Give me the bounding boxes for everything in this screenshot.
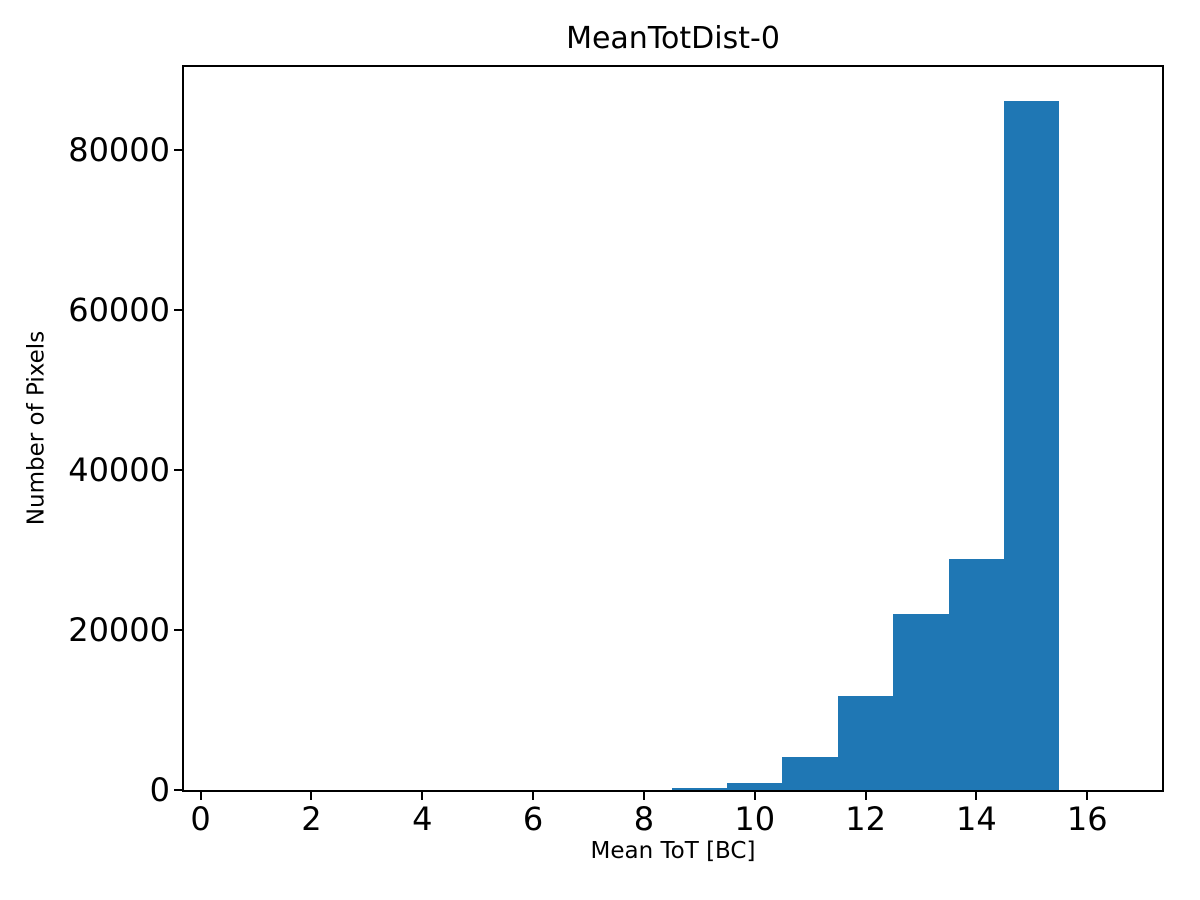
histogram-bar xyxy=(1004,101,1060,790)
x-tick-mark xyxy=(1086,792,1089,800)
histogram-bar xyxy=(727,782,783,790)
x-tick-mark xyxy=(532,792,535,800)
histogram-bar xyxy=(893,613,949,790)
x-tick-label: 0 xyxy=(190,800,211,838)
y-tick-mark xyxy=(174,308,182,311)
x-tick-mark xyxy=(642,792,645,800)
y-tick-label: 80000 xyxy=(68,130,170,169)
y-tick-mark xyxy=(174,789,182,791)
histogram-bar xyxy=(948,559,1005,790)
x-tick-mark xyxy=(310,792,313,800)
y-tick-mark xyxy=(174,628,182,631)
x-tick-label: 10 xyxy=(734,800,776,838)
histogram-bar xyxy=(671,788,727,790)
x-tick-label: 6 xyxy=(522,800,544,838)
y-tick-label: 0 xyxy=(149,771,170,809)
x-tick-label: 14 xyxy=(956,800,997,838)
y-tick-label: 20000 xyxy=(68,610,170,649)
plot-area xyxy=(182,65,1164,792)
x-tick-label: 8 xyxy=(633,800,655,838)
x-tick-mark xyxy=(864,792,867,800)
y-axis-label: Number of Pixels xyxy=(23,330,50,526)
y-tick-mark xyxy=(174,148,182,151)
x-tick-mark xyxy=(975,792,978,800)
x-axis-label: Mean ToT [BC] xyxy=(590,838,756,864)
x-tick-label: 2 xyxy=(301,800,322,838)
x-tick-label: 12 xyxy=(845,800,886,838)
histogram-bar xyxy=(782,757,838,790)
x-tick-label: 16 xyxy=(1066,800,1108,838)
y-tick-mark xyxy=(174,468,182,471)
x-tick-mark xyxy=(753,792,756,800)
chart-title: MeanTotDist-0 xyxy=(566,21,780,56)
x-tick-label: 4 xyxy=(412,800,433,838)
x-tick-mark xyxy=(421,792,424,800)
bars-layer xyxy=(184,67,1162,790)
y-tick-label: 40000 xyxy=(68,450,170,489)
y-tick-label: 60000 xyxy=(68,290,170,329)
histogram-bar xyxy=(837,696,894,790)
x-tick-mark xyxy=(199,792,202,800)
